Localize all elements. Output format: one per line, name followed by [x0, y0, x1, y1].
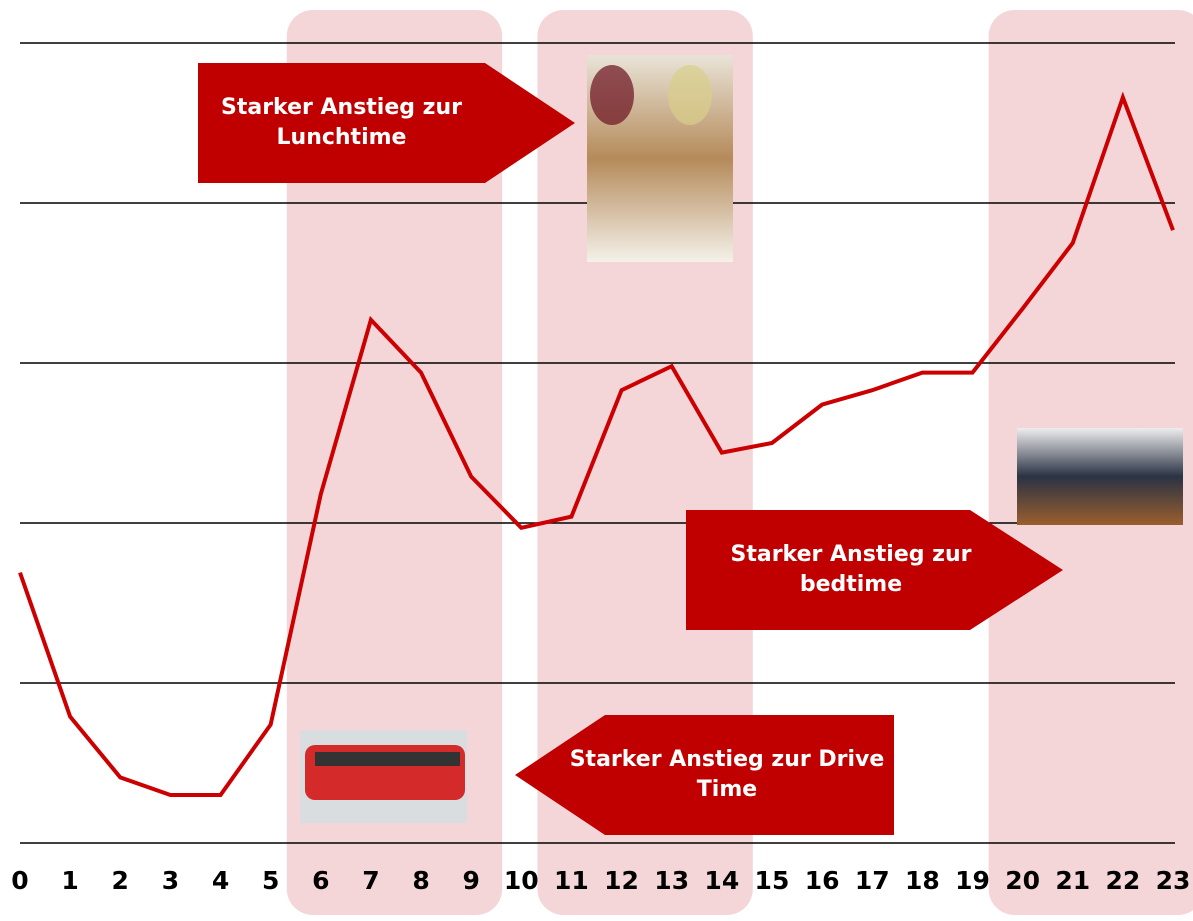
- x-tick-label: 7: [362, 866, 379, 895]
- x-tick-label: 4: [212, 866, 229, 895]
- annotation-text: Starker Anstieg zur Lunchtime: [198, 93, 485, 153]
- x-tick-label: 8: [412, 866, 429, 895]
- x-tick-label: 13: [654, 866, 689, 895]
- x-tick-label: 20: [1005, 866, 1040, 895]
- bed-image: [1017, 428, 1183, 525]
- x-tick-label: 2: [112, 866, 129, 895]
- x-tick-label: 17: [855, 866, 890, 895]
- food-image-glass: [590, 65, 634, 125]
- x-tick-label: 23: [1156, 866, 1191, 895]
- x-tick-label: 10: [504, 866, 539, 895]
- annotation-text: Starker Anstieg zur Drive Time: [560, 745, 894, 805]
- x-tick-label: 22: [1105, 866, 1140, 895]
- train-image-windows: [315, 752, 460, 766]
- x-tick-label: 1: [61, 866, 78, 895]
- x-tick-label: 0: [11, 866, 28, 895]
- x-tick-label: 21: [1055, 866, 1090, 895]
- x-tick-label: 9: [462, 866, 479, 895]
- x-tick-label: 14: [704, 866, 739, 895]
- annotation-text: Starker Anstieg zur bedtime: [686, 540, 1016, 600]
- page: 01234567891011121314151617181920212223 S…: [0, 0, 1193, 921]
- x-tick-label: 15: [755, 866, 790, 895]
- x-tick-label: 6: [312, 866, 329, 895]
- x-tick-label: 18: [905, 866, 940, 895]
- x-tick-label: 3: [162, 866, 179, 895]
- food-image-glass: [668, 65, 712, 125]
- x-tick-label: 12: [604, 866, 639, 895]
- x-tick-label: 19: [955, 866, 990, 895]
- x-tick-label: 11: [554, 866, 589, 895]
- x-tick-label: 5: [262, 866, 279, 895]
- x-tick-label: 16: [805, 866, 840, 895]
